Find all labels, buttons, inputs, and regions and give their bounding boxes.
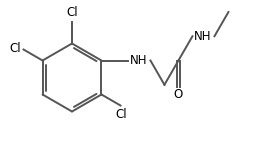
Text: Cl: Cl xyxy=(66,7,78,20)
Text: Cl: Cl xyxy=(116,108,127,122)
Text: NH: NH xyxy=(193,30,211,43)
Text: Cl: Cl xyxy=(9,42,21,55)
Text: O: O xyxy=(174,89,183,102)
Text: NH: NH xyxy=(130,54,147,67)
